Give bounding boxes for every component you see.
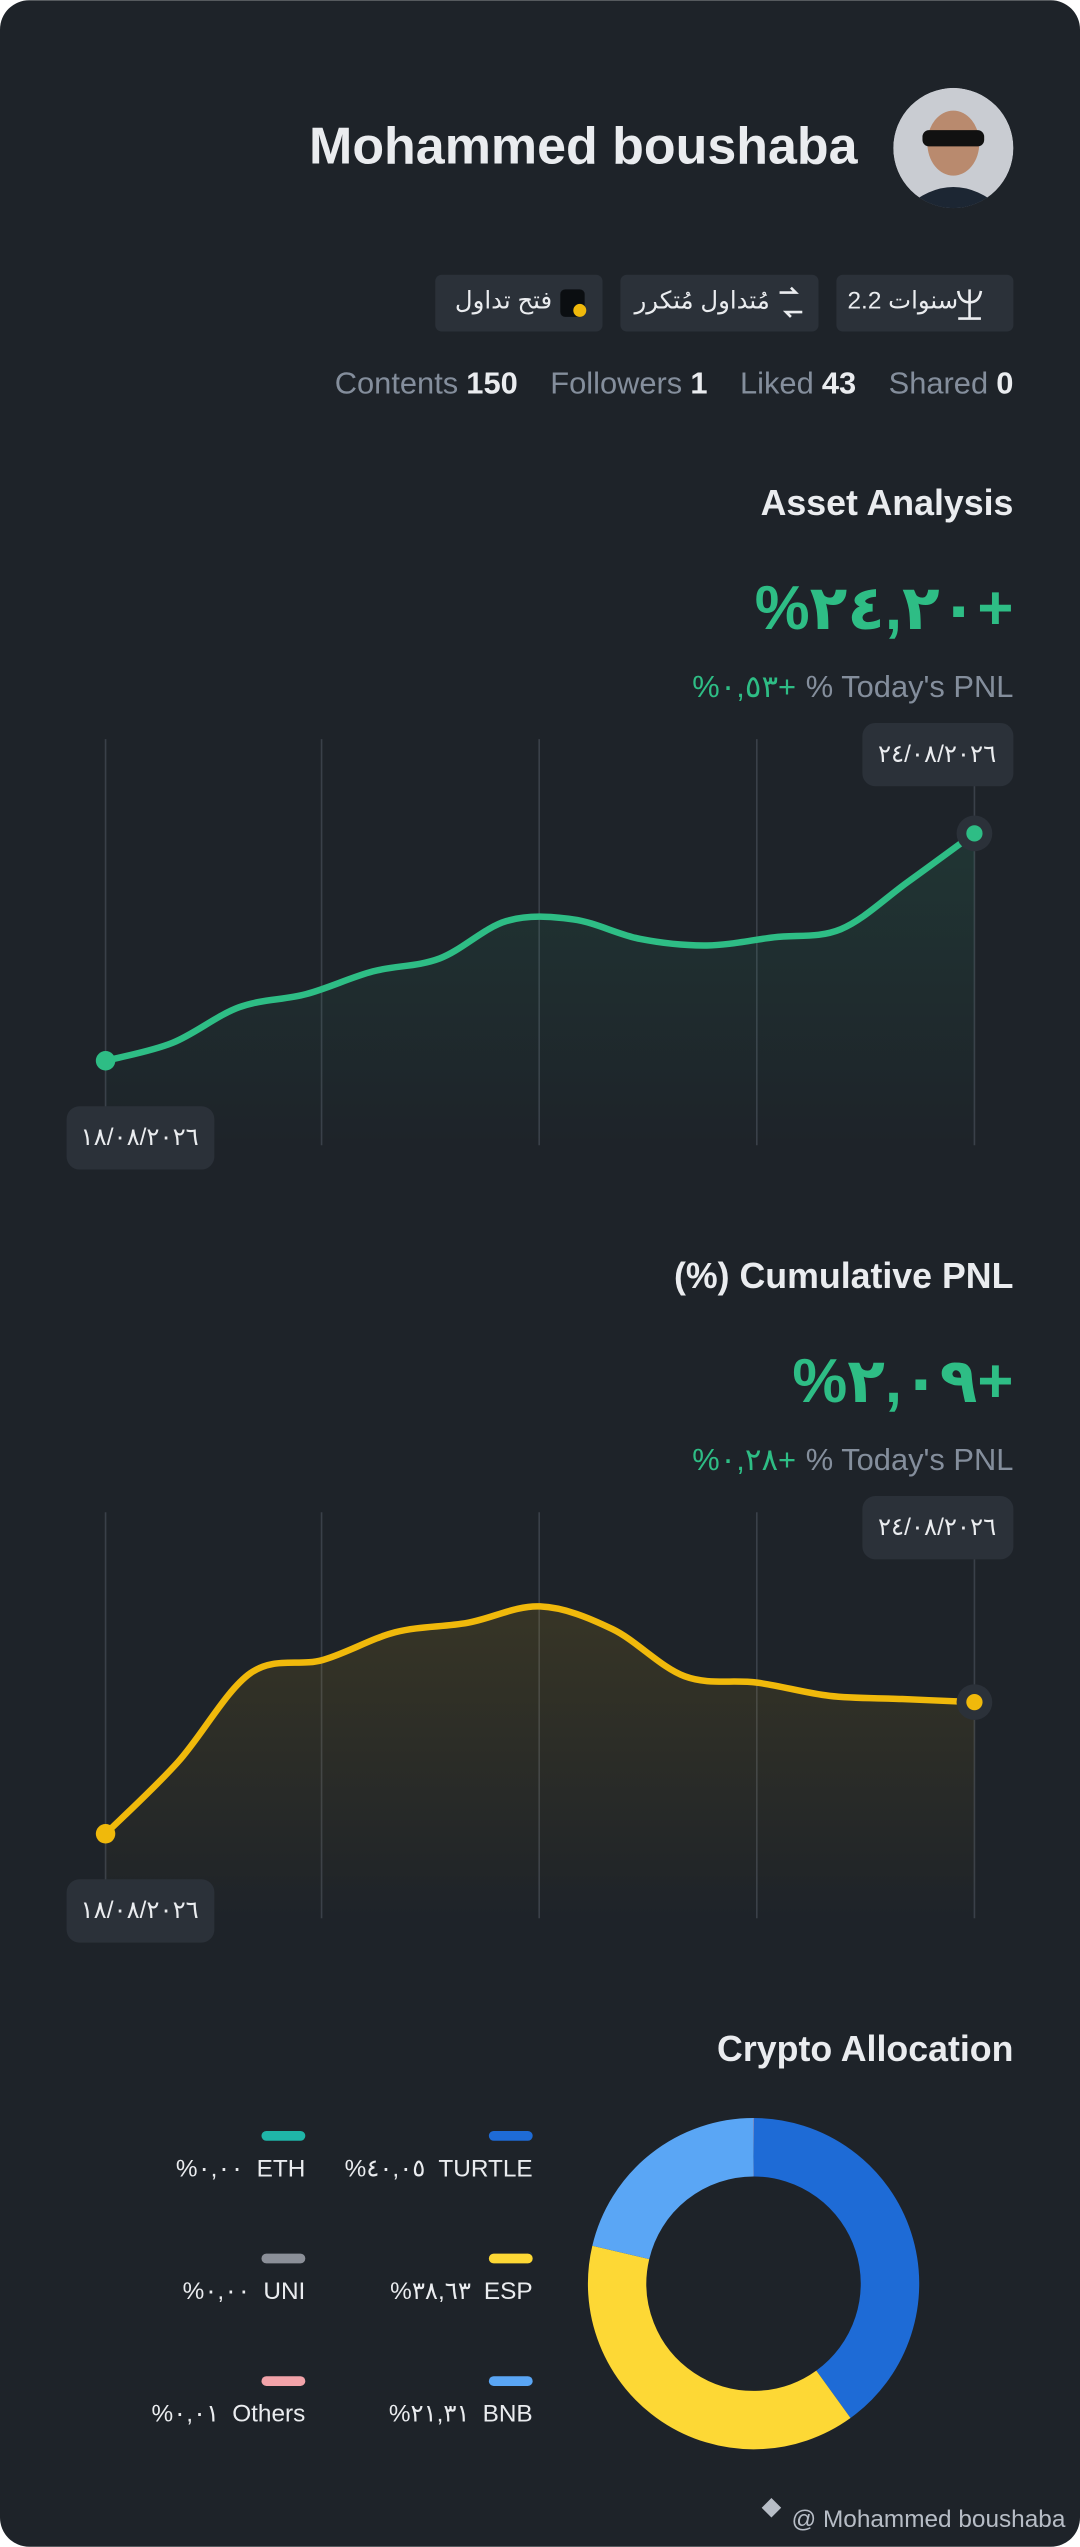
legend-name: ETH bbox=[257, 2155, 306, 2182]
legend-value: %٣٨,٦٣ bbox=[390, 2278, 471, 2305]
stat-value: 43 bbox=[822, 365, 856, 400]
legend-name: BNB bbox=[483, 2401, 533, 2428]
legend-value: %٤٠,٠٥ bbox=[345, 2155, 426, 2182]
today-pnl-label: % Today's PNL bbox=[806, 669, 1014, 704]
badges: 2.2 سنوات مُتداول مُتكرر فتح تداول bbox=[435, 274, 1014, 332]
legend-swatch bbox=[488, 2131, 533, 2141]
today-pnl-value: %٠,٢٨+ bbox=[692, 1442, 796, 1477]
badge-icon bbox=[779, 286, 803, 318]
legend-swatch bbox=[488, 2253, 533, 2264]
stat-label: Contents bbox=[335, 365, 458, 400]
legend-swatch bbox=[261, 2376, 306, 2386]
legend-swatch bbox=[261, 2131, 306, 2141]
legend-value: %٠,٠٠ bbox=[183, 2278, 251, 2305]
end-point bbox=[966, 1694, 983, 1711]
date-label: ٢٤/٠٨/٢٠٢٦ bbox=[878, 741, 996, 768]
legend-name: TURTLE bbox=[438, 2155, 532, 2182]
section-title: (%) Cumulative PNL bbox=[674, 1256, 1013, 1296]
headline-value: %٢٤,٢٠+ bbox=[755, 574, 1014, 643]
today-pnl-label: % Today's PNL bbox=[806, 1442, 1014, 1477]
date-label: ١٨/٠٨/٢٠٢٦ bbox=[81, 1124, 199, 1151]
badge-text: فتح تداول bbox=[455, 288, 552, 315]
legend-value: %٢١,٣١ bbox=[389, 2401, 470, 2428]
stat-value: 1 bbox=[690, 365, 707, 400]
profile-name: Mohammed boushaba bbox=[309, 117, 859, 175]
date-tooltip bbox=[66, 1106, 215, 1170]
stat-label: Liked bbox=[740, 365, 814, 400]
date-tooltip bbox=[862, 722, 1014, 787]
legend-name: UNI bbox=[263, 2278, 305, 2305]
today-pnl-value: %٠,٥٣+ bbox=[692, 669, 796, 704]
date-label: ٢٤/٠٨/٢٠٢٦ bbox=[878, 1514, 996, 1541]
legend-swatch bbox=[261, 2253, 306, 2264]
date-tooltip bbox=[66, 1879, 215, 1943]
date-label: ١٨/٠٨/٢٠٢٦ bbox=[81, 1897, 199, 1924]
donut-segment bbox=[587, 2245, 851, 2450]
badge-text: مُتداول مُتكرر bbox=[633, 288, 770, 315]
headline-value: %٢,٠٩+ bbox=[792, 1347, 1013, 1416]
donut-segment bbox=[592, 2118, 755, 2260]
donut-segment bbox=[752, 2118, 920, 2418]
section-title: Crypto Allocation bbox=[717, 2029, 1013, 2069]
legend-name: Others bbox=[232, 2401, 305, 2428]
line bbox=[102, 830, 978, 1064]
legend-value: %٠,٠٠ bbox=[176, 2155, 244, 2182]
end-point bbox=[966, 825, 983, 842]
badge-text: 2.2 سنوات bbox=[848, 288, 959, 315]
badge bbox=[620, 274, 819, 332]
footer-text: @ Mohammed boushaba bbox=[791, 2506, 1065, 2533]
start-point bbox=[95, 1824, 116, 1844]
badge-icon bbox=[956, 289, 983, 320]
avatar bbox=[893, 87, 1014, 209]
section-title: Asset Analysis bbox=[761, 483, 1014, 523]
date-tooltip bbox=[862, 1495, 1014, 1560]
legend-swatch bbox=[488, 2376, 533, 2386]
area-fill bbox=[105, 833, 975, 1146]
stat-value: 0 bbox=[996, 365, 1013, 400]
legend-name: ESP bbox=[484, 2278, 533, 2305]
footer-logo bbox=[761, 2498, 782, 2518]
badge-icon bbox=[573, 303, 587, 317]
stat-value: 150 bbox=[466, 365, 517, 400]
stat-label: Shared bbox=[889, 365, 988, 400]
badge bbox=[435, 274, 603, 332]
legend-value: %٠,٠١ bbox=[152, 2401, 220, 2428]
start-point bbox=[95, 1051, 116, 1071]
line bbox=[102, 1603, 978, 1838]
stat-label: Followers bbox=[550, 365, 682, 400]
